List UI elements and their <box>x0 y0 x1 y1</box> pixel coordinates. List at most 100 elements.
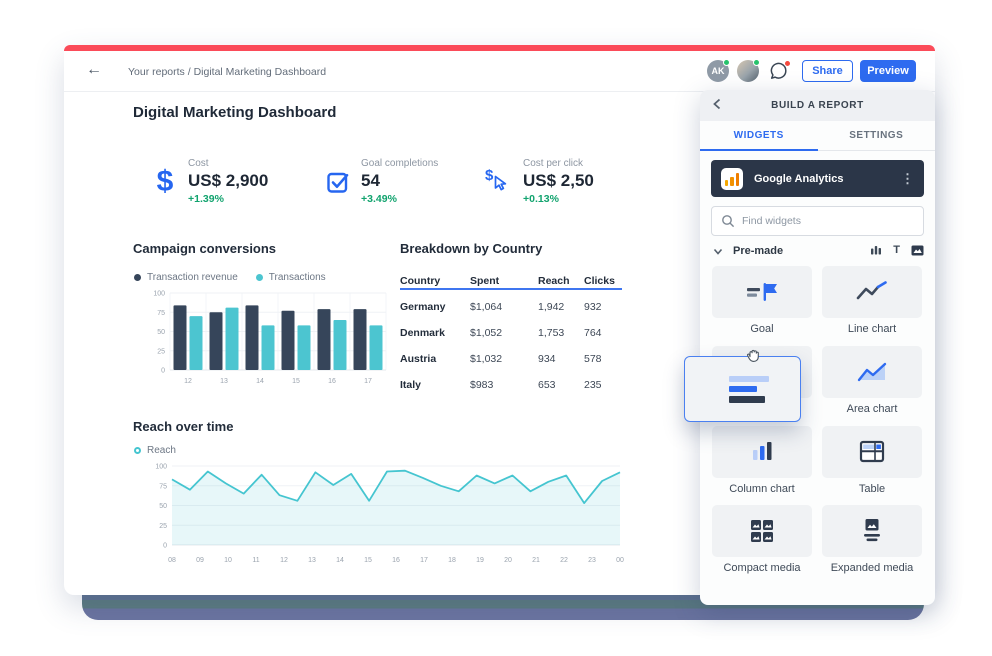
svg-text:50: 50 <box>159 503 167 510</box>
widget-label: Line chart <box>847 323 897 335</box>
chevron-left-icon[interactable] <box>713 98 721 110</box>
campaign-conversions-bar-chart: 0 25 50 75 100 12 13 14 15 16 17 <box>153 291 387 385</box>
text-widget-icon[interactable]: T <box>893 244 900 256</box>
tab-settings[interactable]: SETTINGS <box>849 130 904 141</box>
svg-text:100: 100 <box>155 464 167 471</box>
widget-label: Compact media <box>723 562 801 574</box>
breadcrumb[interactable]: Your reports / Digital Marketing Dashboa… <box>128 66 327 78</box>
kpi-label: Cost per click <box>523 158 584 169</box>
reach-over-time-area-chart: 0 25 50 75 100 08 09 10 11 12 13 14 15 16 17 18 19 20 21 22… <box>155 464 624 565</box>
svg-text:08: 08 <box>168 557 176 564</box>
source-card-google-analytics[interactable]: Google Analytics ⋮ <box>711 160 924 197</box>
svg-text:13: 13 <box>220 378 228 385</box>
table-cell: Denmark <box>400 327 445 339</box>
widget-label: Expanded media <box>830 562 914 574</box>
svg-text:22: 22 <box>560 557 568 564</box>
preview-button[interactable]: Preview <box>860 60 916 82</box>
sidebar-header: BUILD A REPORT <box>700 90 935 121</box>
table-header-rule <box>400 288 622 290</box>
svg-text:75: 75 <box>157 310 165 317</box>
svg-text:14: 14 <box>256 378 264 385</box>
share-button[interactable]: Share <box>802 60 853 82</box>
svg-text:10: 10 <box>224 557 232 564</box>
col-header[interactable]: Country <box>400 275 441 287</box>
legend-label: Transactions <box>268 272 326 283</box>
table-cell: 1,753 <box>538 327 565 339</box>
svg-text:13: 13 <box>308 557 316 564</box>
widget-label: Goal <box>750 323 774 335</box>
area-chart-legend: Reach <box>134 445 176 456</box>
brand-stripe <box>64 45 935 51</box>
area-chart-icon <box>857 362 887 382</box>
kpi-cost: $ Cost US$ 2,900 +1.39% <box>148 158 269 205</box>
avatar[interactable] <box>737 59 760 82</box>
premade-section-header: Pre-made T <box>700 243 935 261</box>
kpi-value: US$ 2,50 <box>523 171 594 190</box>
area-chart-title: Reach over time <box>133 419 234 434</box>
svg-text:15: 15 <box>364 557 372 564</box>
table-cell: $1,032 <box>470 353 503 365</box>
widget-label: Area chart <box>846 403 898 415</box>
chart-view-icon[interactable] <box>870 244 882 256</box>
kpi-delta: +3.49% <box>361 193 397 205</box>
kpi-label: Cost <box>188 158 209 169</box>
widget-tile-line-chart[interactable] <box>822 266 922 318</box>
premade-label: Pre-made <box>733 245 784 257</box>
widget-tile-area-chart[interactable] <box>822 346 922 398</box>
widget-sidebar: BUILD A REPORT WIDGETS SETTINGS Google A… <box>700 90 935 605</box>
svg-text:17: 17 <box>420 557 428 564</box>
col-header[interactable]: Spent <box>470 275 500 287</box>
widget-tile-table[interactable] <box>822 426 922 478</box>
svg-text:75: 75 <box>159 483 167 490</box>
kpi-delta: +0.13% <box>523 193 559 205</box>
svg-text:0: 0 <box>161 368 165 375</box>
table-cell: Austria <box>400 353 437 365</box>
kpi-value: 54 <box>361 171 380 190</box>
widget-tile-goal[interactable] <box>712 266 812 318</box>
legend-dot <box>255 274 263 281</box>
table-cell: 934 <box>538 353 556 365</box>
widget-tile-compact-media[interactable] <box>712 505 812 557</box>
horizontal-bars-icon <box>729 376 769 403</box>
avatar[interactable]: AK <box>707 59 730 82</box>
media-view-icon[interactable] <box>911 245 924 256</box>
kpi-goal-completions: Goal completions 54 +3.49% <box>321 158 438 205</box>
table-title: Breakdown by Country <box>400 241 543 256</box>
chat-icon[interactable] <box>769 60 791 81</box>
sidebar-tabs: WIDGETS SETTINGS <box>700 121 935 151</box>
svg-text:14: 14 <box>336 557 344 564</box>
svg-text:15: 15 <box>292 378 300 385</box>
table-cell: $983 <box>470 379 494 391</box>
table-icon <box>859 440 885 463</box>
col-header[interactable]: Reach <box>538 275 570 287</box>
online-dot <box>723 59 730 66</box>
search-icon <box>722 215 735 228</box>
svg-text:12: 12 <box>280 557 288 564</box>
kpi-cost-per-click: $ Cost per click US$ 2,50 +0.13% <box>483 158 594 205</box>
dragged-widget-ghost[interactable] <box>684 356 801 422</box>
legend-label: Reach <box>147 445 176 456</box>
col-header[interactable]: Clicks <box>584 275 615 287</box>
table-cell: $1,052 <box>470 327 503 339</box>
back-arrow-icon[interactable]: ← <box>86 61 102 78</box>
svg-text:25: 25 <box>159 523 167 530</box>
svg-text:0: 0 <box>163 543 167 550</box>
table-cell: Germany <box>400 301 446 313</box>
tab-widgets[interactable]: WIDGETS <box>700 121 818 151</box>
table-cell: $1,064 <box>470 301 503 313</box>
dollar-cursor-icon: $ <box>483 158 517 205</box>
widget-tile-column-chart[interactable] <box>712 426 812 478</box>
svg-text:21: 21 <box>532 557 540 564</box>
svg-text:16: 16 <box>392 557 400 564</box>
kebab-menu-icon[interactable]: ⋮ <box>901 170 914 186</box>
chevron-down-icon[interactable] <box>713 248 723 256</box>
widget-tile-expanded-media[interactable] <box>822 505 922 557</box>
expanded-media-icon <box>864 519 880 542</box>
table-cell: Italy <box>400 379 422 391</box>
legend-label: Transaction revenue <box>147 272 238 283</box>
search-input[interactable] <box>742 215 902 227</box>
svg-text:18: 18 <box>448 557 456 564</box>
compact-media-icon <box>751 520 773 542</box>
google-analytics-icon <box>721 167 743 190</box>
